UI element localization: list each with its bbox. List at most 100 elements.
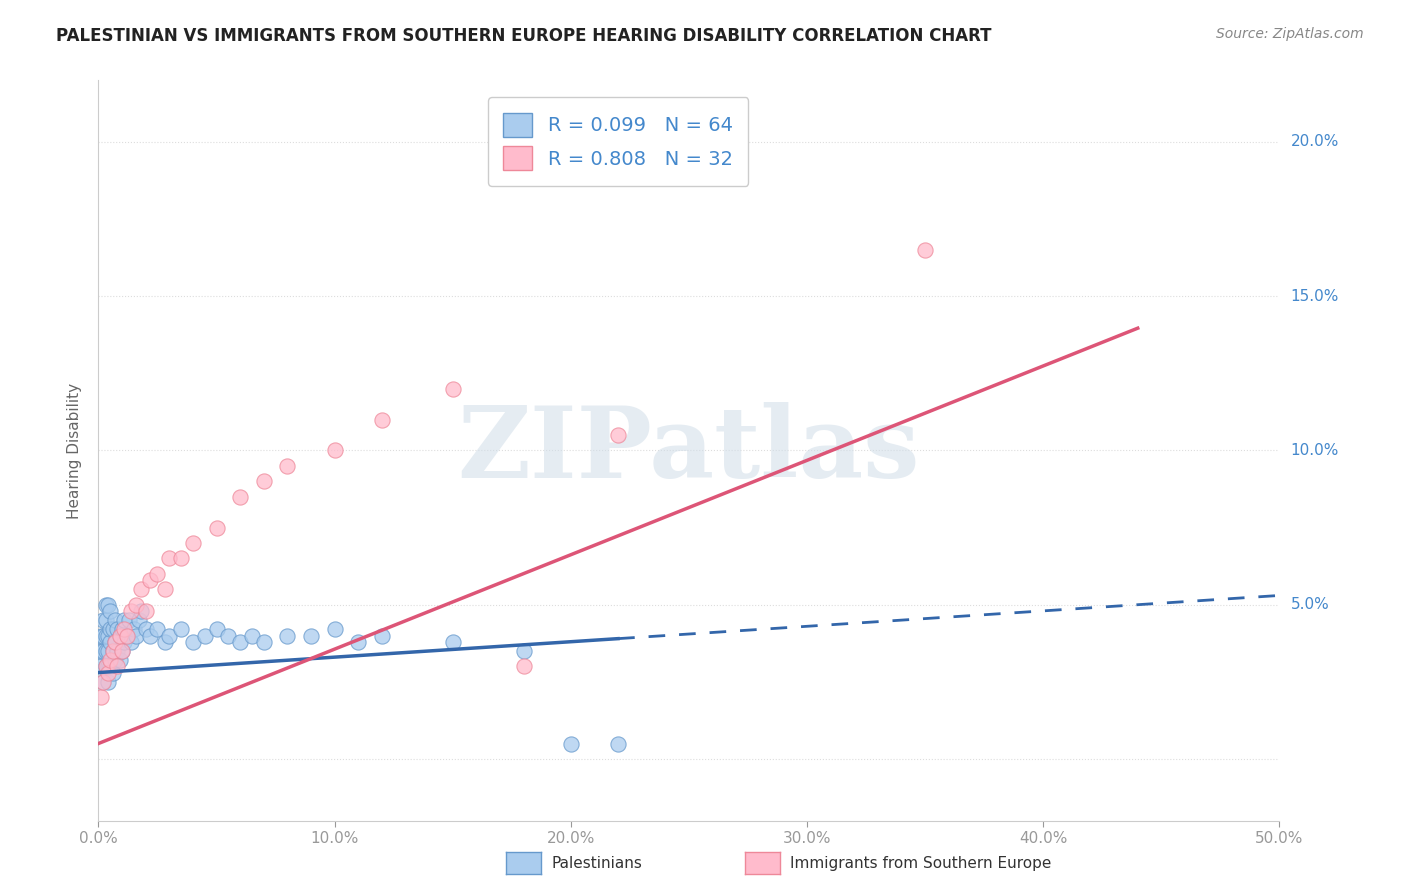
Point (101, 644, 124, 658)
Point (101, 644, 124, 658)
Point (121, 604, 143, 618)
Point (157, 628, 180, 642)
Point (112, 613, 135, 627)
Point (115, 628, 138, 642)
Text: PALESTINIAN VS IMMIGRANTS FROM SOUTHERN EUROPE HEARING DISABILITY CORRELATION CH: PALESTINIAN VS IMMIGRANTS FROM SOUTHERN … (56, 27, 991, 45)
Point (607, 428, 630, 442)
Point (125, 598, 148, 612)
Point (101, 623, 124, 637)
Point (607, 737, 630, 751)
Point (441, 634, 464, 648)
Point (323, 623, 346, 637)
Point (90, 659, 112, 673)
Text: Source: ZipAtlas.com: Source: ZipAtlas.com (1216, 27, 1364, 41)
Point (441, 382, 464, 396)
Point (94, 659, 117, 673)
Text: 10.0%: 10.0% (1291, 443, 1339, 458)
Point (153, 582, 176, 597)
Point (240, 628, 263, 642)
Point (105, 644, 128, 658)
Point (181, 536, 204, 550)
Point (128, 613, 150, 627)
Point (347, 634, 370, 648)
Point (105, 623, 128, 637)
Point (323, 443, 346, 458)
Point (98, 634, 121, 648)
Point (139, 573, 162, 587)
Point (111, 644, 134, 658)
Point (121, 634, 143, 648)
Point (98, 659, 121, 673)
Point (205, 520, 228, 534)
Text: 5.0%: 5.0% (1291, 598, 1329, 612)
Point (914, 243, 936, 257)
Point (90, 628, 112, 642)
Point (125, 628, 148, 642)
Point (97, 674, 120, 689)
Point (90, 644, 112, 658)
Point (194, 628, 217, 642)
Point (146, 623, 169, 637)
Text: Immigrants from Southern Europe: Immigrants from Southern Europe (790, 856, 1052, 871)
Point (112, 634, 135, 648)
Point (253, 475, 276, 489)
Point (512, 644, 534, 658)
Point (94, 628, 117, 642)
Point (115, 628, 138, 642)
Point (205, 623, 228, 637)
Point (217, 628, 239, 642)
Point (108, 628, 131, 642)
Point (146, 566, 169, 581)
Point (112, 623, 135, 637)
Point (98, 653, 121, 667)
Point (139, 628, 162, 642)
Point (135, 604, 157, 618)
Point (276, 458, 298, 473)
Point (276, 628, 298, 642)
Point (122, 623, 145, 637)
Point (170, 551, 193, 566)
Point (371, 628, 394, 642)
Point (94, 598, 117, 612)
Point (299, 628, 322, 642)
Point (104, 653, 127, 667)
Point (91, 674, 114, 689)
Y-axis label: Hearing Disability: Hearing Disability (67, 383, 83, 518)
Point (229, 634, 252, 648)
Point (91, 674, 114, 689)
Point (98, 604, 121, 618)
Point (111, 623, 134, 637)
Text: 15.0%: 15.0% (1291, 289, 1339, 303)
Point (104, 634, 127, 648)
Point (108, 653, 131, 667)
Point (560, 737, 582, 751)
Point (181, 634, 204, 648)
Point (153, 634, 176, 648)
Point (97, 665, 120, 680)
Point (371, 412, 394, 426)
Legend: R = 0.099   N = 64, R = 0.808   N = 32: R = 0.099 N = 64, R = 0.808 N = 32 (488, 97, 748, 186)
Point (111, 644, 134, 658)
Point (135, 623, 157, 637)
Point (129, 604, 152, 618)
Point (105, 659, 128, 673)
Text: 20.0%: 20.0% (1291, 135, 1339, 150)
Point (91, 644, 114, 658)
Point (101, 665, 124, 680)
Point (104, 634, 127, 648)
Point (104, 613, 127, 627)
Point (90, 690, 112, 705)
Point (97, 628, 120, 642)
Point (91, 613, 114, 627)
Point (94, 644, 117, 658)
Point (97, 598, 120, 612)
Point (108, 628, 131, 642)
Point (229, 490, 252, 504)
Point (157, 551, 180, 566)
Point (91, 628, 114, 642)
Text: ZIPatlas: ZIPatlas (458, 402, 920, 499)
Point (512, 659, 534, 673)
Point (97, 644, 120, 658)
Point (94, 659, 117, 673)
Point (94, 613, 117, 627)
